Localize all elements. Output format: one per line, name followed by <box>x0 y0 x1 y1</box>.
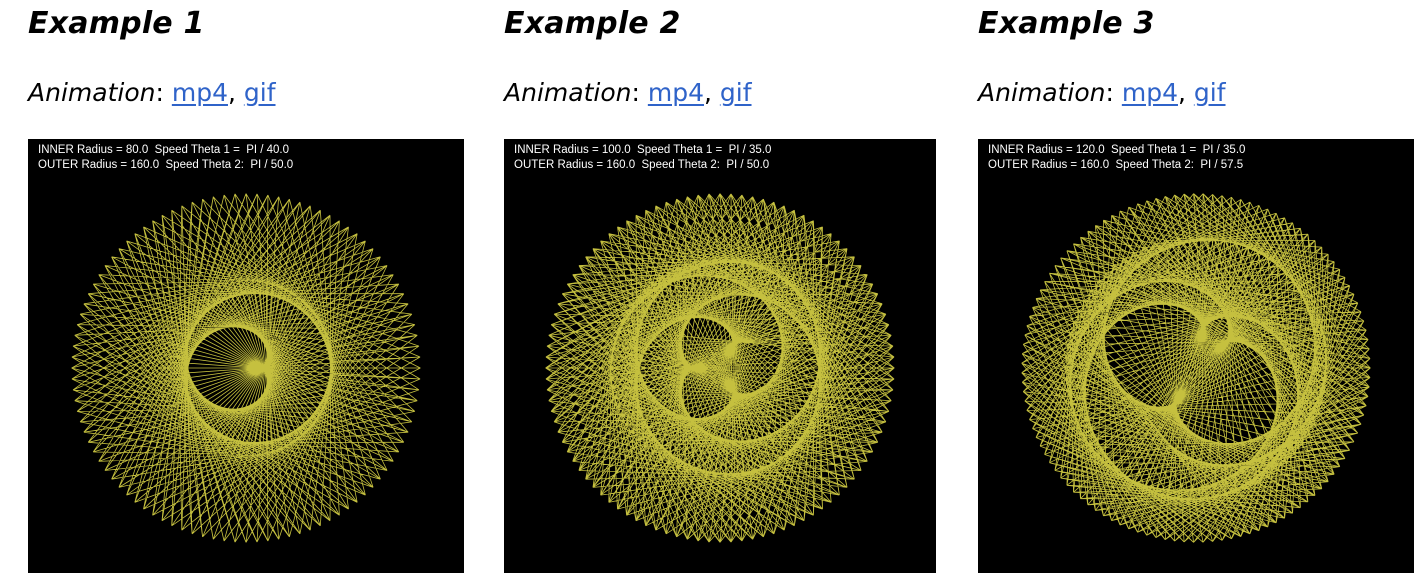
animation-label: Animation <box>28 78 156 107</box>
example-3-gif-link[interactable]: gif <box>1193 78 1226 107</box>
example-3-section: Example 3 Animation: mp4, gif INNER Radi… <box>978 0 1418 582</box>
colon-text: : <box>1105 78 1122 107</box>
example-1-title: Example 1 <box>28 6 205 41</box>
example-1-animation-frame: INNER Radius = 80.0 Speed Theta 1 = PI /… <box>28 139 464 573</box>
colon-text: : <box>155 78 172 107</box>
example-3-animation-frame: INNER Radius = 120.0 Speed Theta 1 = PI … <box>978 139 1414 573</box>
example-2-section: Example 2 Animation: mp4, gif INNER Radi… <box>504 0 944 582</box>
example-3-mp4-link[interactable]: mp4 <box>1121 78 1178 107</box>
example-2-gif-link[interactable]: gif <box>719 78 752 107</box>
separator-text: , <box>227 78 244 107</box>
example-3-caption-inner: INNER Radius = 120.0 Speed Theta 1 = PI … <box>988 144 1246 156</box>
example-3-string-art-pattern <box>1021 193 1371 543</box>
colon-text: : <box>631 78 648 107</box>
example-1-animation-links: Animation: mp4, gif <box>28 78 276 107</box>
separator-text: , <box>1177 78 1194 107</box>
example-2-animation-links: Animation: mp4, gif <box>504 78 752 107</box>
example-1-gif-link[interactable]: gif <box>243 78 276 107</box>
example-1-caption-outer: OUTER Radius = 160.0 Speed Theta 2: PI /… <box>38 159 294 171</box>
string-art-lines <box>1021 193 1371 543</box>
example-2-string-art-pattern <box>545 193 895 543</box>
example-3-caption-outer: OUTER Radius = 160.0 Speed Theta 2: PI /… <box>988 159 1244 171</box>
example-1-caption-inner: INNER Radius = 80.0 Speed Theta 1 = PI /… <box>38 144 290 156</box>
separator-text: , <box>703 78 720 107</box>
example-2-caption-inner: INNER Radius = 100.0 Speed Theta 1 = PI … <box>514 144 772 156</box>
animation-label: Animation <box>504 78 632 107</box>
example-1-section: Example 1 Animation: mp4, gif INNER Radi… <box>28 0 468 582</box>
example-3-animation-links: Animation: mp4, gif <box>978 78 1226 107</box>
example-2-mp4-link[interactable]: mp4 <box>647 78 704 107</box>
string-art-lines <box>71 193 421 543</box>
string-art-lines <box>545 193 895 543</box>
example-2-caption-outer: OUTER Radius = 160.0 Speed Theta 2: PI /… <box>514 159 770 171</box>
example-1-string-art-pattern <box>71 193 421 543</box>
example-2-title: Example 2 <box>504 6 681 41</box>
example-1-mp4-link[interactable]: mp4 <box>171 78 228 107</box>
example-2-animation-frame: INNER Radius = 100.0 Speed Theta 1 = PI … <box>504 139 936 573</box>
animation-label: Animation <box>978 78 1106 107</box>
example-3-title: Example 3 <box>978 6 1155 41</box>
